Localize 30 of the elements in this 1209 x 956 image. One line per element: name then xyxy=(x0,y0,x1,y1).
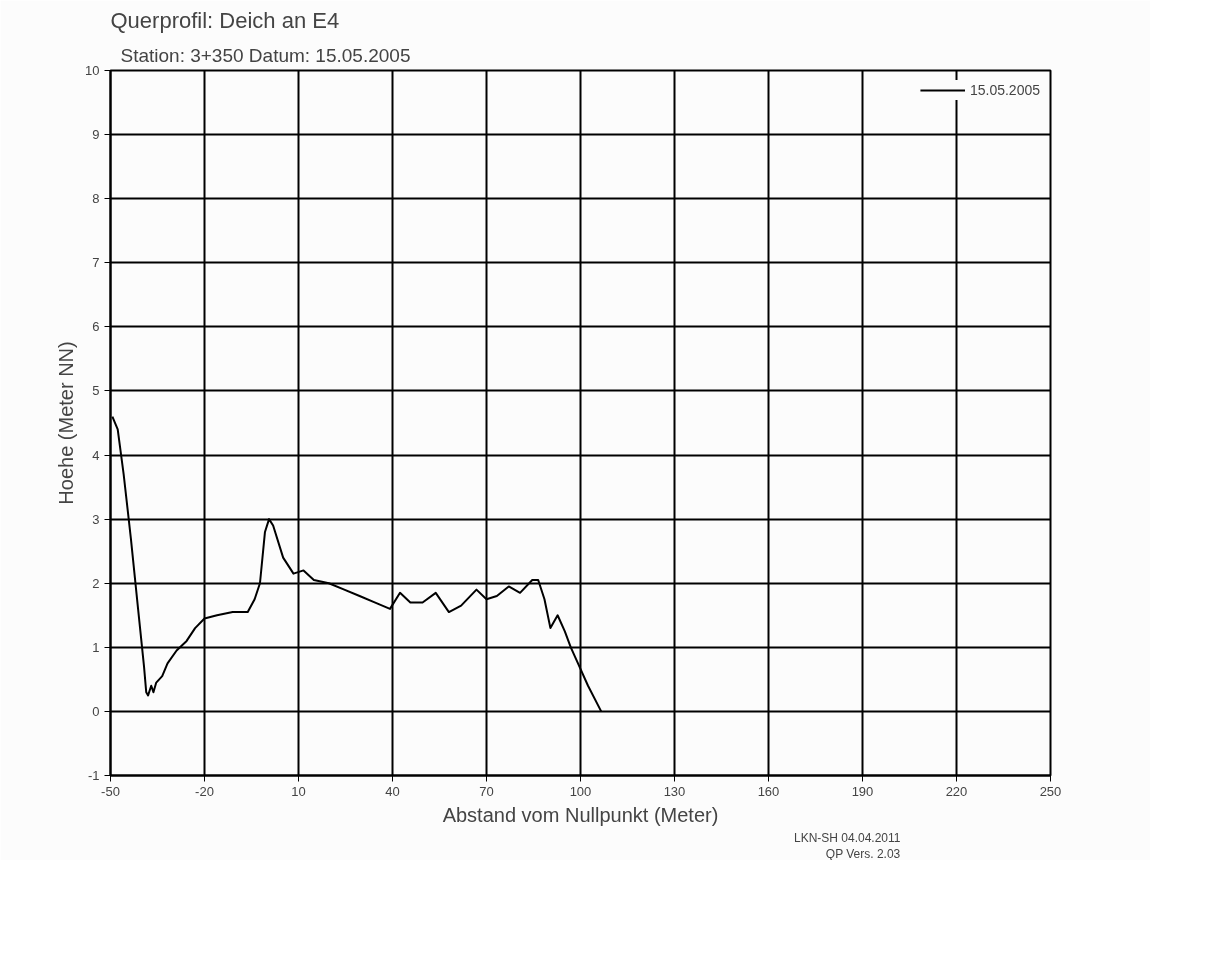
x-tick-label: 190 xyxy=(851,783,874,799)
x-tick-label: 100 xyxy=(569,783,592,799)
x-axis-title: Abstand vom Nullpunkt (Meter) xyxy=(442,803,719,826)
y-axis-title: Hoehe (Meter NN) xyxy=(55,341,78,505)
chart-subtitle: Station: 3+350 Datum: 15.05.2005 xyxy=(120,44,411,66)
y-tick-label: 9 xyxy=(92,127,100,143)
x-tick-label: 130 xyxy=(663,783,686,799)
y-tick-label: -1 xyxy=(87,768,100,783)
x-tick-label: -50 xyxy=(101,783,120,799)
text: QP Vers. 2.03 xyxy=(825,846,901,861)
x-tick-label: 220 xyxy=(945,783,968,799)
x-tick-label: 70 xyxy=(479,783,494,799)
y-tick-label: 8 xyxy=(92,191,100,207)
y-tick-label: 4 xyxy=(92,447,100,463)
x-tick-label: 10 xyxy=(291,783,306,799)
y-tick-label: 10 xyxy=(85,63,100,78)
text: LKN-SH 04.04.2011 xyxy=(793,830,901,845)
y-tick-label: 7 xyxy=(92,255,100,271)
x-tick-label: 250 xyxy=(1039,783,1062,799)
y-tick-label: 2 xyxy=(92,575,100,591)
y-tick-label: 1 xyxy=(92,639,100,655)
y-tick-label: 0 xyxy=(92,703,100,719)
y-tick-label: 5 xyxy=(92,383,100,399)
x-tick-label: 160 xyxy=(757,783,780,799)
x-tick-label: 40 xyxy=(385,783,400,799)
y-tick-label: 3 xyxy=(92,511,100,527)
chart-title: Querprofil: Deich an E4 xyxy=(110,7,340,33)
x-tick-label: -20 xyxy=(195,783,214,799)
legend-label: 15.05.2005 xyxy=(969,82,1040,98)
y-tick-label: 6 xyxy=(92,319,100,335)
